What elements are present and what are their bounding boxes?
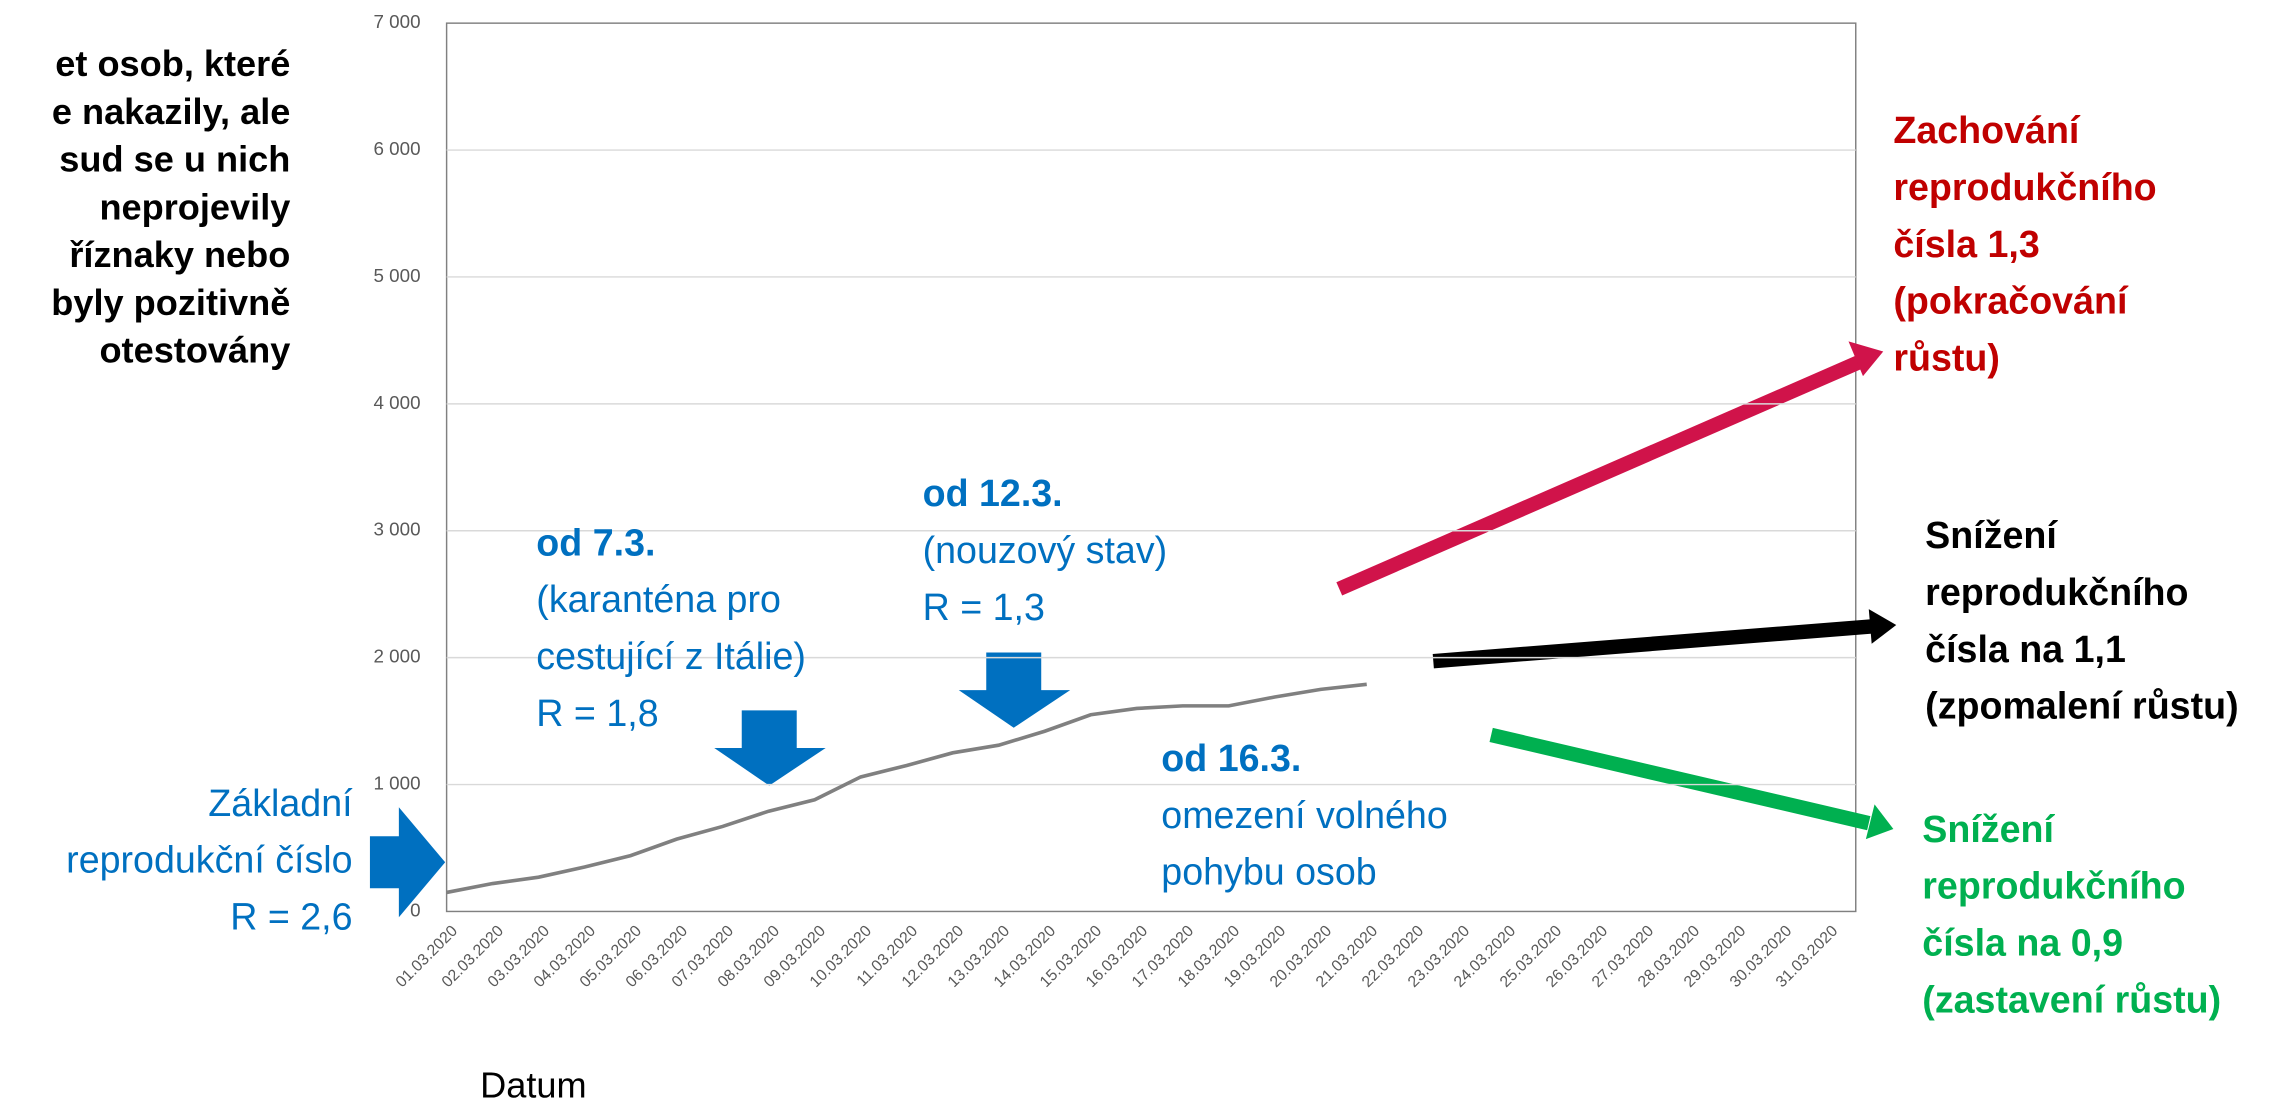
annotation: (karanténa pro <box>536 578 781 620</box>
annotation: (pokračování <box>1893 280 2129 322</box>
y-axis-title: otestovány <box>99 330 290 371</box>
arrow-head <box>1848 341 1884 377</box>
annotation: reprodukčního <box>1922 865 2185 907</box>
y-axis-title: byly pozitivně <box>51 282 290 323</box>
annotation: Snížení <box>1925 514 2058 556</box>
arrow-down <box>714 710 826 786</box>
annotation: Snížení <box>1922 808 2055 850</box>
arrow-head <box>1865 804 1894 840</box>
annotation: čísla na 1,1 <box>1925 628 2126 670</box>
plot-frame <box>445 22 1857 913</box>
y-tick-label: 6 000 <box>374 138 421 159</box>
annotation: od 7.3. <box>536 521 655 563</box>
y-tick-label: 5 000 <box>374 265 421 286</box>
y-tick-label: 7 000 <box>374 11 421 32</box>
arrow-down <box>958 652 1071 728</box>
y-tick-label: 3 000 <box>374 519 421 540</box>
annotation: od 12.3. <box>923 472 1063 514</box>
annotation: omezení volného <box>1161 794 1447 836</box>
line <box>446 682 1367 895</box>
arrow-head <box>1868 609 1897 644</box>
x-axis-title: Datum <box>480 1065 586 1106</box>
y-tick-label: 4 000 <box>374 392 421 413</box>
annotation: (zpomalení růstu) <box>1925 685 2238 727</box>
y-axis-title: neprojevily <box>99 186 290 227</box>
annotation: R = 1,8 <box>536 692 658 734</box>
annotation: cestující z Itálie) <box>536 635 806 677</box>
y-axis-title: říznaky nebo <box>69 234 290 275</box>
scenario-arrow <box>1432 619 1873 669</box>
annotation: růstu) <box>1893 336 2000 378</box>
annotation: Základní <box>208 782 353 824</box>
annotation: (nouzový stav) <box>923 529 1168 571</box>
annotation: od 16.3. <box>1161 737 1301 779</box>
arrow-right <box>369 807 446 918</box>
y-tick-label: 1 000 <box>374 773 421 794</box>
annotation: R = 2,6 <box>230 895 352 937</box>
annotation: reprodukčního <box>1893 166 2156 208</box>
annotation: čísla na 0,9 <box>1922 922 2123 964</box>
scenario-arrow <box>1489 727 1871 831</box>
annotation: reprodukčního <box>1925 571 2188 613</box>
annotation: R = 1,3 <box>923 586 1045 628</box>
y-axis-title: e nakazily, ale <box>52 91 291 132</box>
annotation: reprodukční číslo <box>66 839 352 881</box>
y-axis-title: et osob, které <box>55 43 290 84</box>
annotation: pohybu osob <box>1161 851 1376 893</box>
y-tick-label: 2 000 <box>374 646 421 667</box>
annotation: čísla 1,3 <box>1893 223 2039 265</box>
y-tick-label: 0 <box>410 899 420 920</box>
annotation: Zachování <box>1893 109 2081 151</box>
scenario-arrow <box>1336 355 1863 596</box>
y-axis-title: sud se u nich <box>59 139 290 180</box>
annotation: (zastavení růstu) <box>1922 978 2221 1020</box>
